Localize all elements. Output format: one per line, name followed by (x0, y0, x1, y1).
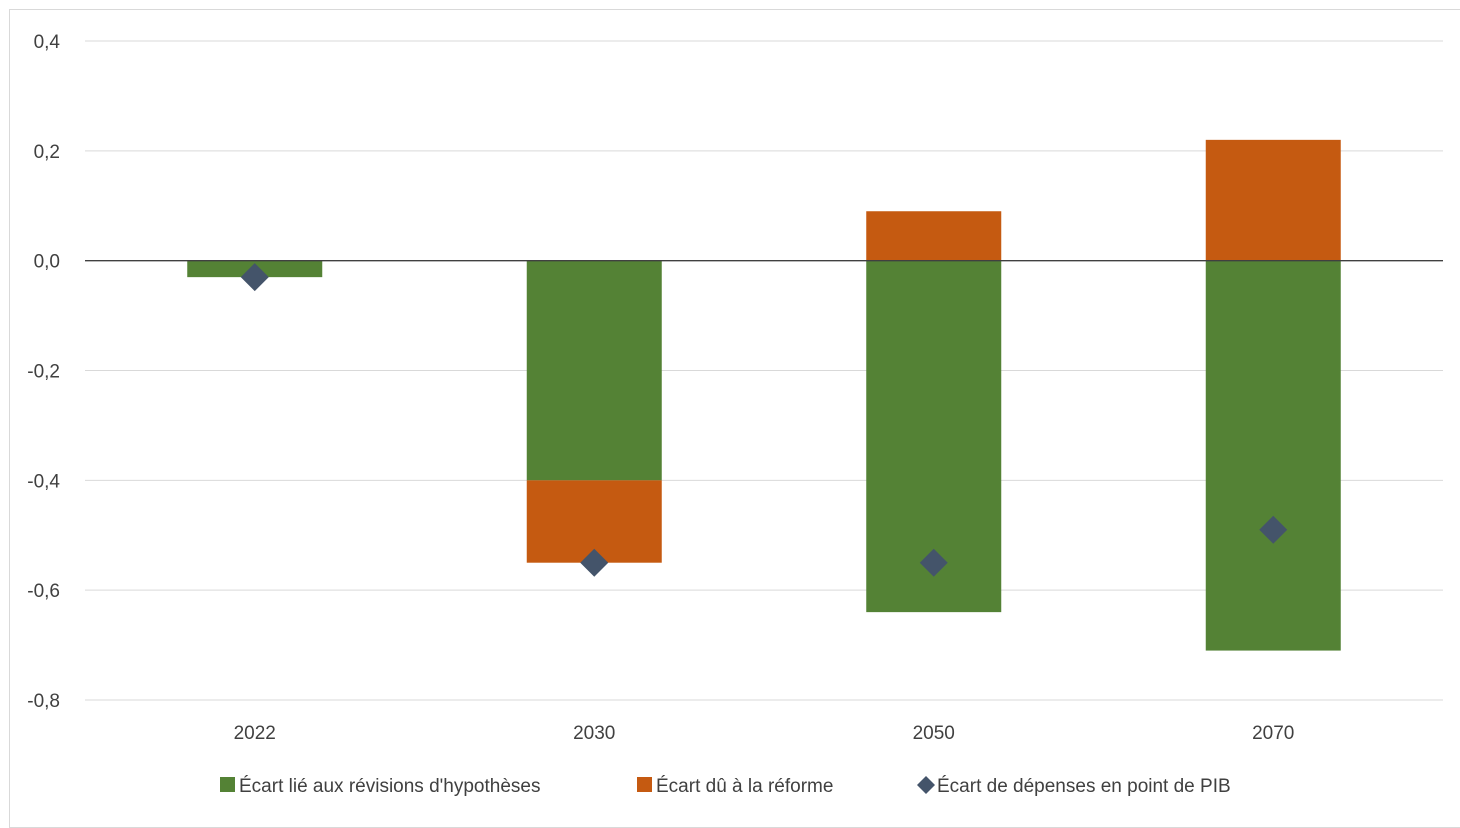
x-tick-label-2070: 2070 (1252, 723, 1294, 744)
x-tick-label-2030: 2030 (573, 723, 615, 744)
x-axis-ticks: 2022 2030 2050 2070 (234, 723, 1295, 744)
bars-layer (187, 139, 1341, 651)
legend-label-0: Écart lié aux révisions d'hypothèses (239, 776, 540, 797)
legend-swatch-2 (917, 776, 935, 794)
bar-2070-series-0 (1205, 260, 1341, 651)
y-tick-label-3: -0,2 (27, 362, 60, 383)
x-tick-label-2022: 2022 (234, 723, 276, 744)
y-tick-label-2: 0,0 (34, 252, 60, 273)
bar-2070-series-1 (1205, 139, 1341, 261)
legend-label-1: Écart dû à la réforme (656, 776, 833, 797)
marker-2022 (240, 263, 269, 292)
y-tick-label-6: -0,8 (27, 691, 60, 712)
y-tick-label-0: 0,4 (34, 32, 61, 53)
markers-layer (240, 263, 1288, 577)
y-axis-ticks: 0,4 0,2 0,0 -0,2 -0,4 -0,6 -0,8 (27, 32, 60, 712)
bar-2030-series-0 (526, 260, 662, 481)
marker-2050 (919, 548, 948, 577)
marker-2030 (580, 548, 609, 577)
grid-layer (85, 40, 1443, 701)
bar-2050-series-1 (866, 211, 1002, 261)
y-tick-label-4: -0,4 (27, 471, 60, 492)
legend: Écart lié aux révisions d'hypothèses Écar… (220, 776, 1231, 797)
y-tick-label-5: -0,6 (27, 581, 60, 602)
marker-2070 (1259, 515, 1288, 544)
legend-swatch-1 (637, 777, 652, 792)
y-tick-label-1: 0,2 (34, 142, 60, 163)
legend-label-2: Écart de dépenses en point de PIB (937, 776, 1231, 797)
x-tick-label-2050: 2050 (913, 723, 955, 744)
legend-swatch-0 (220, 777, 235, 792)
